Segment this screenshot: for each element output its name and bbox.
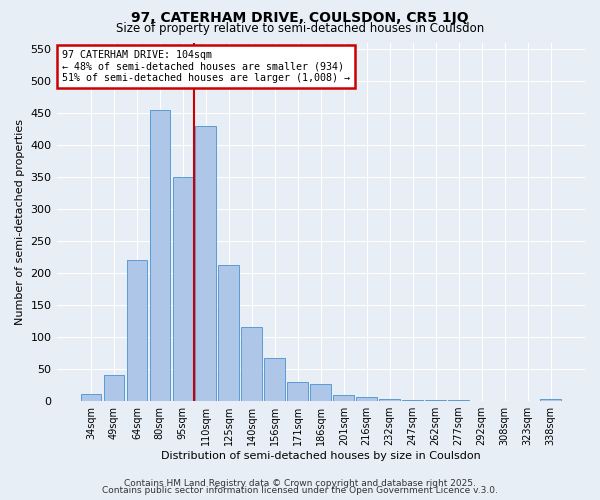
Bar <box>173 177 193 401</box>
Bar <box>265 358 285 401</box>
Bar <box>310 384 331 401</box>
Y-axis label: Number of semi-detached properties: Number of semi-detached properties <box>15 119 25 325</box>
Bar <box>403 400 423 401</box>
Bar <box>196 126 216 401</box>
Text: Contains public sector information licensed under the Open Government Licence v.: Contains public sector information licen… <box>102 486 498 495</box>
Text: Size of property relative to semi-detached houses in Coulsdon: Size of property relative to semi-detach… <box>116 22 484 35</box>
Text: Contains HM Land Registry data © Crown copyright and database right 2025.: Contains HM Land Registry data © Crown c… <box>124 478 476 488</box>
Text: 97 CATERHAM DRIVE: 104sqm
← 48% of semi-detached houses are smaller (934)
51% of: 97 CATERHAM DRIVE: 104sqm ← 48% of semi-… <box>62 50 350 83</box>
Bar <box>334 396 354 401</box>
Text: 97, CATERHAM DRIVE, COULSDON, CR5 1JQ: 97, CATERHAM DRIVE, COULSDON, CR5 1JQ <box>131 11 469 25</box>
Bar <box>127 260 147 401</box>
Bar <box>356 396 377 401</box>
X-axis label: Distribution of semi-detached houses by size in Coulsdon: Distribution of semi-detached houses by … <box>161 451 481 461</box>
Bar <box>149 110 170 401</box>
Bar <box>540 398 561 401</box>
Bar <box>241 328 262 401</box>
Bar <box>287 382 308 401</box>
Bar <box>218 264 239 401</box>
Bar <box>80 394 101 401</box>
Bar <box>448 400 469 401</box>
Bar <box>379 398 400 401</box>
Bar <box>425 400 446 401</box>
Bar <box>104 376 124 401</box>
